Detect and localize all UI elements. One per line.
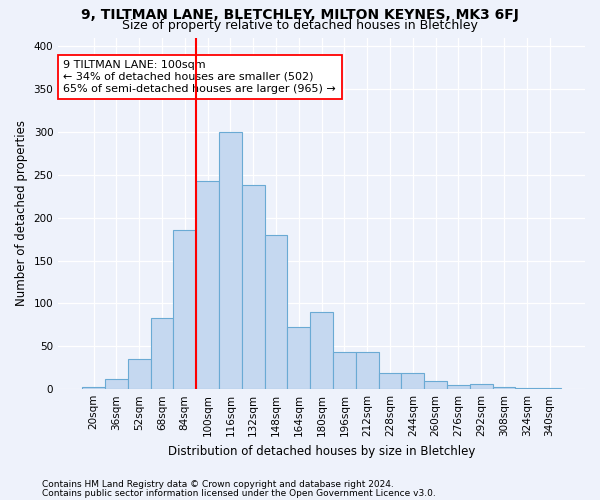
Bar xyxy=(470,384,493,389)
Bar xyxy=(401,373,424,389)
Bar xyxy=(287,326,310,389)
Bar xyxy=(379,373,401,389)
Bar xyxy=(105,379,128,389)
Text: 9, TILTMAN LANE, BLETCHLEY, MILTON KEYNES, MK3 6FJ: 9, TILTMAN LANE, BLETCHLEY, MILTON KEYNE… xyxy=(81,8,519,22)
Bar xyxy=(151,318,173,389)
Text: 9 TILTMAN LANE: 100sqm
← 34% of detached houses are smaller (502)
65% of semi-de: 9 TILTMAN LANE: 100sqm ← 34% of detached… xyxy=(64,60,336,94)
X-axis label: Distribution of detached houses by size in Bletchley: Distribution of detached houses by size … xyxy=(168,444,475,458)
Bar xyxy=(173,230,196,389)
Bar xyxy=(82,386,105,389)
Bar xyxy=(538,388,561,389)
Text: Size of property relative to detached houses in Bletchley: Size of property relative to detached ho… xyxy=(122,18,478,32)
Bar xyxy=(265,235,287,389)
Text: Contains public sector information licensed under the Open Government Licence v3: Contains public sector information licen… xyxy=(42,489,436,498)
Bar xyxy=(333,352,356,389)
Bar xyxy=(447,385,470,389)
Bar xyxy=(515,388,538,389)
Bar xyxy=(128,359,151,389)
Bar xyxy=(493,388,515,389)
Bar xyxy=(424,380,447,389)
Bar xyxy=(219,132,242,389)
Y-axis label: Number of detached properties: Number of detached properties xyxy=(15,120,28,306)
Bar xyxy=(356,352,379,389)
Bar xyxy=(196,180,219,389)
Bar xyxy=(242,185,265,389)
Bar xyxy=(310,312,333,389)
Text: Contains HM Land Registry data © Crown copyright and database right 2024.: Contains HM Land Registry data © Crown c… xyxy=(42,480,394,489)
